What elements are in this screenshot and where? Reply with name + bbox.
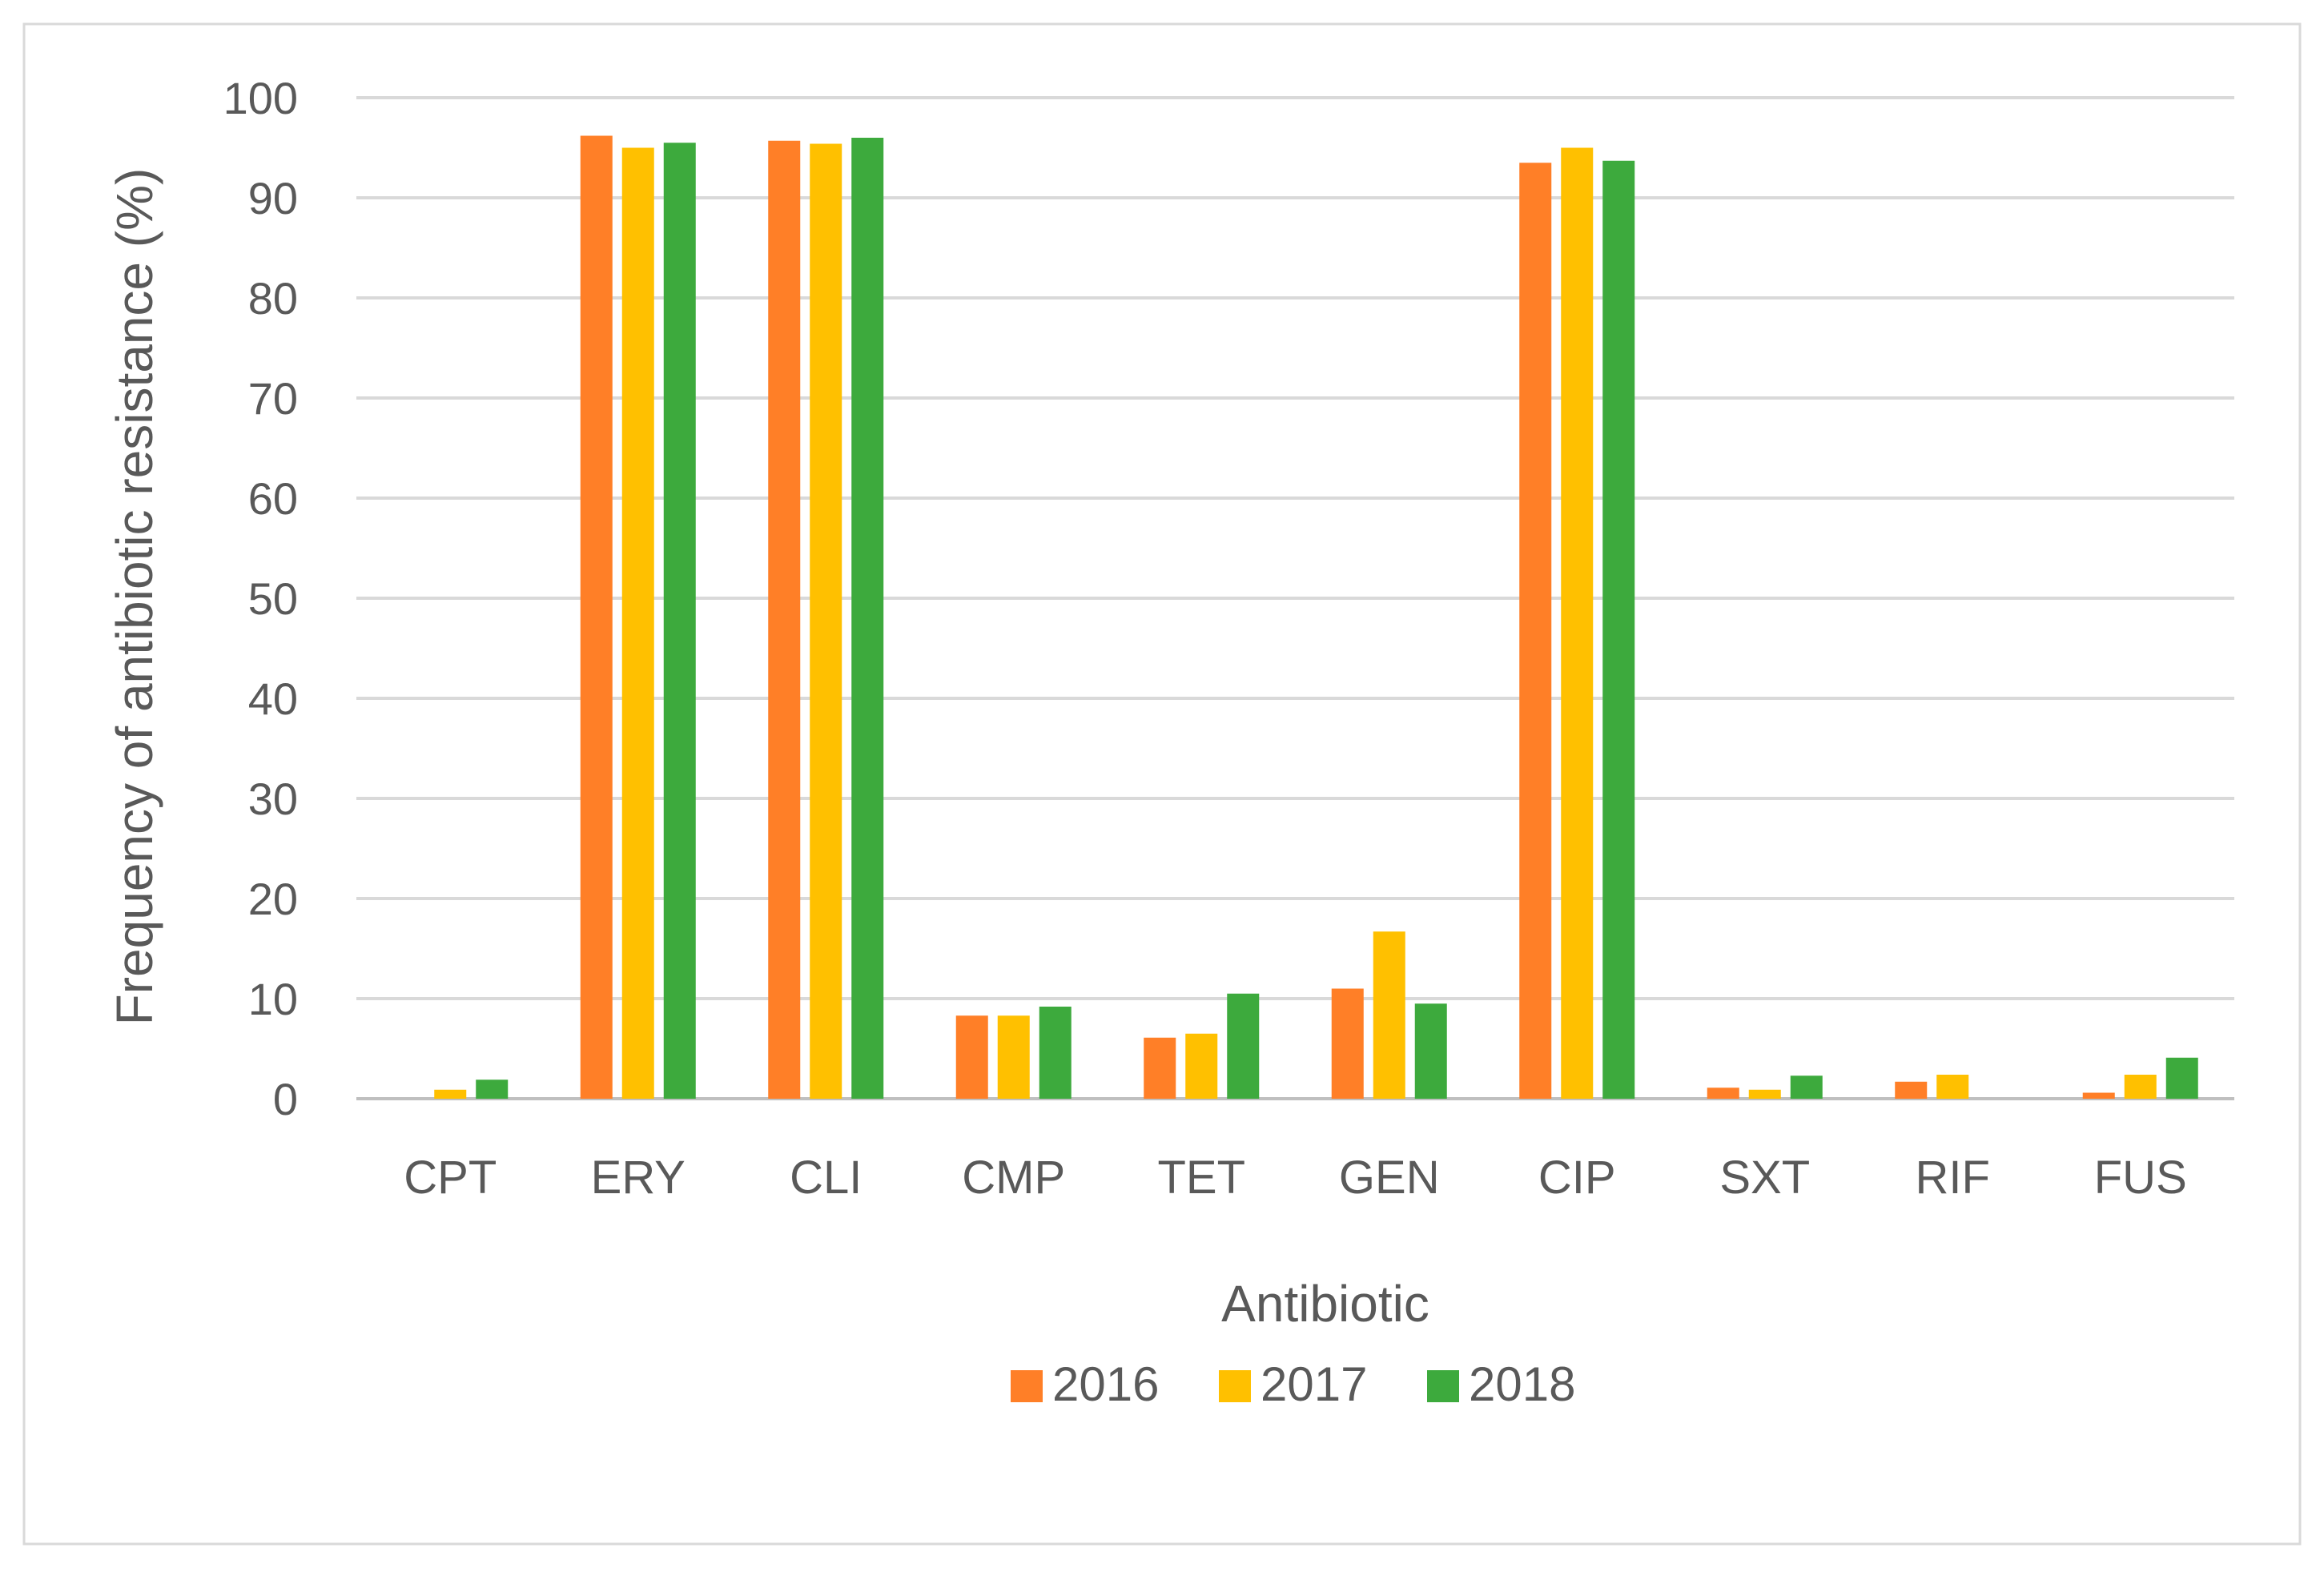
bar-cip-2017 [1561, 147, 1594, 1099]
bar-cli-2016 [768, 140, 801, 1099]
bar-cli-2018 [851, 138, 884, 1099]
y-tick-label: 20 [248, 874, 298, 924]
x-tick-label: CMP [962, 1152, 1065, 1204]
bar-gen-2017 [1373, 931, 1405, 1099]
bar-fus-2017 [2124, 1075, 2157, 1099]
x-tick-label: TET [1157, 1152, 1245, 1204]
legend-label: 2018 [1469, 1357, 1575, 1411]
x-tick-label: CLI [790, 1152, 862, 1204]
bar-ery-2016 [580, 135, 613, 1099]
y-tick-label: 0 [273, 1074, 298, 1124]
bar-sxt-2016 [1707, 1088, 1739, 1099]
bar-tet-2017 [1185, 1033, 1218, 1099]
bar-cip-2018 [1602, 160, 1635, 1099]
bar-tet-2016 [1144, 1037, 1176, 1099]
bar-tet-2018 [1227, 993, 1260, 1099]
y-tick-label: 100 [223, 73, 298, 123]
legend-swatch-2016 [1011, 1370, 1043, 1402]
bar-fus-2016 [2082, 1092, 2115, 1099]
bar-cmp-2017 [997, 1015, 1030, 1099]
bar-ery-2018 [663, 143, 696, 1099]
x-tick-label: CIP [1538, 1152, 1616, 1204]
y-tick-label: 90 [248, 173, 298, 223]
x-axis-title: Antibiotic [1221, 1275, 1429, 1333]
y-tick-label: 10 [248, 974, 298, 1024]
bar-sxt-2017 [1748, 1089, 1781, 1099]
x-tick-label: ERY [591, 1152, 686, 1204]
y-tick-label: 70 [248, 373, 298, 424]
legend-swatch-2018 [1427, 1370, 1459, 1402]
y-tick-label: 80 [248, 273, 298, 324]
bar-sxt-2018 [1790, 1075, 1823, 1099]
y-tick-label: 40 [248, 673, 298, 724]
bar-gen-2018 [1414, 1003, 1447, 1099]
x-tick-label: RIF [1916, 1152, 1990, 1204]
bar-cmp-2016 [955, 1015, 988, 1099]
chart-border [22, 22, 2302, 1546]
bar-cip-2016 [1519, 163, 1552, 1099]
bar-rif-2017 [1936, 1075, 1969, 1099]
x-tick-label: FUS [2094, 1152, 2187, 1204]
legend-swatch-2017 [1219, 1370, 1251, 1402]
x-tick-label: SXT [1719, 1152, 1810, 1204]
bar-cpt-2018 [476, 1079, 509, 1099]
bar-cli-2017 [810, 143, 842, 1099]
bar-fus-2018 [2165, 1057, 2198, 1099]
legend-label: 2017 [1261, 1357, 1367, 1411]
x-tick-label: GEN [1339, 1152, 1440, 1204]
bar-rif-2016 [1895, 1081, 1928, 1099]
y-tick-label: 50 [248, 573, 298, 624]
bar-ery-2017 [621, 147, 654, 1099]
bar-gen-2016 [1331, 988, 1364, 1099]
bar-cmp-2018 [1039, 1007, 1072, 1099]
legend: 2016 2017 2018 [1011, 1357, 1575, 1411]
bar-cpt-2017 [434, 1089, 467, 1099]
y-tick-label: 30 [248, 774, 298, 824]
y-tick-label: 60 [248, 473, 298, 524]
x-tick-label: CPT [404, 1152, 497, 1204]
y-axis-title: Frequency of antibiotic resistance (%) [106, 168, 163, 1026]
legend-label: 2016 [1052, 1357, 1159, 1411]
